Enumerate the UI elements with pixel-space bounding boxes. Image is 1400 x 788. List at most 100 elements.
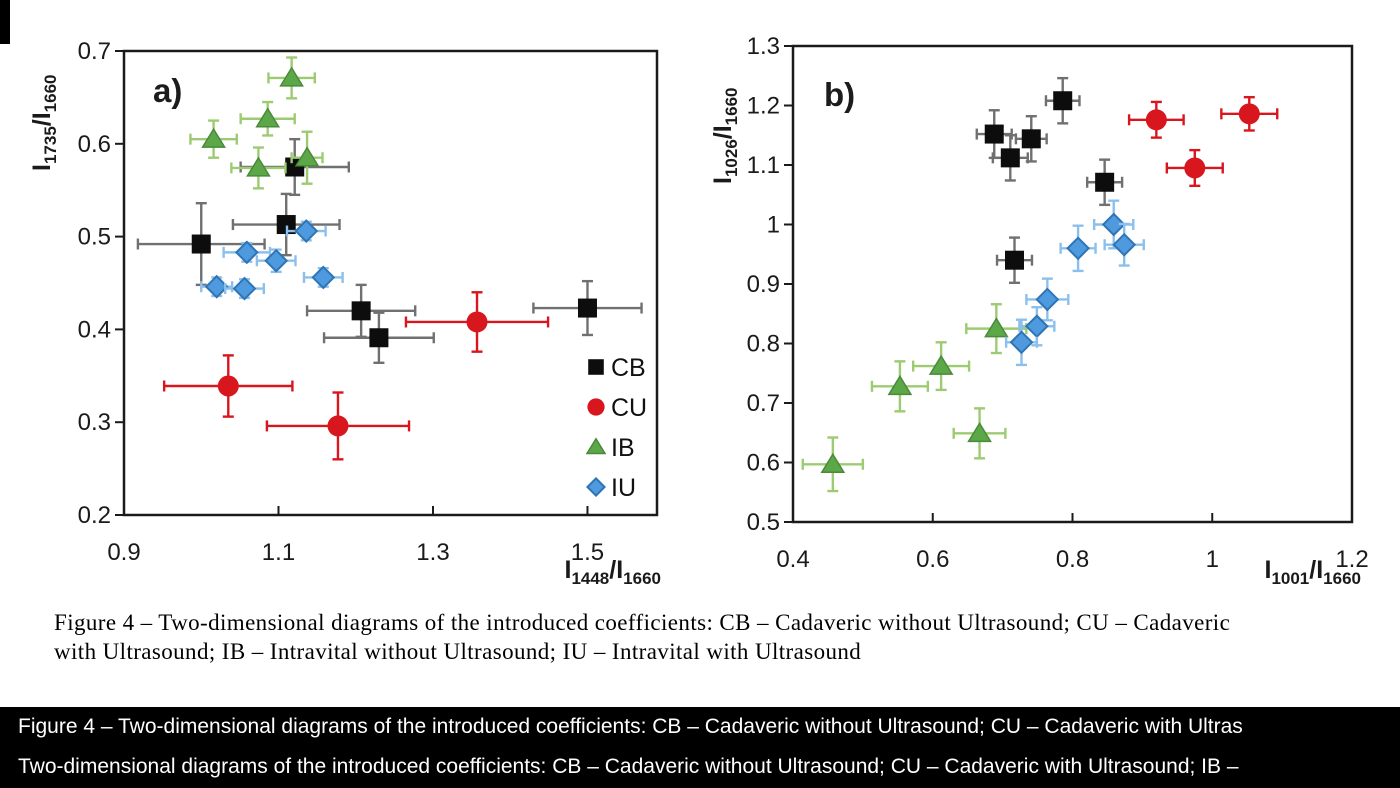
IB-data-point bbox=[801, 436, 865, 493]
overlay-bar-line-2: Two-dimensional diagrams of the introduc… bbox=[18, 755, 1239, 778]
x-axis-label-b: I1001/I1660 bbox=[1264, 556, 1361, 588]
IB-data-point bbox=[965, 303, 1028, 355]
y-tick-label: 0.3 bbox=[78, 409, 111, 436]
x-tick-label: 1.5 bbox=[571, 539, 604, 566]
plot-a-frame bbox=[122, 49, 659, 517]
IB-data-point bbox=[870, 360, 930, 413]
CU-circle-marker bbox=[1145, 109, 1167, 131]
x-tick-label: 1.3 bbox=[416, 539, 449, 566]
x-tick-label: 1.2 bbox=[1335, 546, 1368, 573]
IU-data-point bbox=[222, 240, 272, 265]
x-tick-label: 0.6 bbox=[916, 546, 949, 573]
y-tick-label: 0.8 bbox=[747, 331, 780, 358]
legend: CB CU IB IU bbox=[585, 354, 647, 502]
y-tick-label: 1 bbox=[767, 212, 780, 239]
CU-data-point bbox=[162, 354, 294, 418]
legend-label-CB: CB bbox=[611, 354, 646, 382]
x-tick-label: 1 bbox=[1206, 546, 1219, 573]
IB-triangle-marker bbox=[294, 146, 320, 167]
CB-data-point bbox=[991, 134, 1029, 182]
IU-diamond-marker bbox=[1035, 287, 1060, 312]
legend-label-CU: CU bbox=[611, 394, 647, 422]
IB-triangle-marker bbox=[887, 374, 913, 396]
IU-diamond-marker bbox=[232, 276, 257, 301]
IU-diamond-marker bbox=[294, 219, 319, 243]
CB-square-marker bbox=[276, 215, 296, 235]
CU-legend-circle-marker bbox=[587, 398, 605, 416]
y-axis-label-a: I1735/I1660 bbox=[28, 74, 60, 171]
IB-data-point bbox=[952, 407, 1007, 460]
CB-square-marker bbox=[1095, 172, 1115, 192]
CB-square-marker bbox=[984, 124, 1004, 144]
CB-data-point bbox=[1014, 115, 1048, 163]
CU-data-point bbox=[1220, 95, 1279, 132]
IU-diamond-marker bbox=[234, 240, 259, 265]
IU-diamond-marker bbox=[204, 274, 229, 299]
plot-b: 0.4 0.6 0.8 1 1.2 0.5 0.6 0.7 0.8 0.9 1 1.1 1.2 1.3 b)… bbox=[709, 33, 1369, 588]
y-tick-label: 0.6 bbox=[78, 131, 111, 158]
CB-data-point bbox=[322, 311, 435, 365]
IB-data-point bbox=[290, 130, 324, 185]
series-IU bbox=[1004, 199, 1145, 367]
x-tick-label: 0.4 bbox=[776, 546, 809, 573]
CB-data-point bbox=[1044, 76, 1081, 125]
IB-triangle-marker bbox=[820, 452, 846, 474]
IU-diamond-marker bbox=[1009, 330, 1034, 355]
IU-data-point bbox=[1025, 277, 1070, 322]
CB-square-marker bbox=[1021, 129, 1041, 149]
y-tick-label: 0.5 bbox=[747, 509, 780, 536]
y-tick-label: 0.7 bbox=[747, 390, 780, 417]
x-axis-label-a: I1448/I1660 bbox=[564, 556, 661, 588]
IU-diamond-marker bbox=[1066, 236, 1091, 261]
IB-data-point bbox=[267, 56, 316, 100]
y-tick-label: 0.4 bbox=[78, 316, 111, 343]
IU-diamond-marker bbox=[311, 265, 336, 290]
y-tick-label: 0.7 bbox=[78, 38, 111, 65]
CB-square-marker bbox=[1000, 148, 1020, 168]
IB-triangle-marker bbox=[255, 107, 281, 128]
IB-data-point bbox=[239, 100, 296, 137]
CB-square-marker bbox=[1053, 91, 1073, 111]
IB-triangle-marker bbox=[967, 421, 992, 443]
charts-canvas: 0.9 1.1 1.3 1.5 0.2 0.3 0.4 0.5 0.6 0.7 a) I1448/I1… bbox=[28, 33, 1369, 588]
CU-circle-marker bbox=[217, 375, 239, 397]
series-IB bbox=[189, 56, 324, 190]
CU-data-point bbox=[1127, 100, 1185, 139]
y-tick-label: 0.2 bbox=[78, 502, 111, 529]
IB-triangle-marker bbox=[928, 354, 954, 375]
legend-item-CU: CU bbox=[587, 394, 647, 422]
y-tick-label: 1.2 bbox=[747, 93, 780, 120]
panel-label-b: b) bbox=[824, 76, 855, 113]
IB-data-point bbox=[911, 341, 971, 392]
IB-triangle-marker bbox=[983, 317, 1009, 338]
x-tick-label: 0.8 bbox=[1056, 546, 1089, 573]
IB-triangle-marker bbox=[279, 66, 304, 87]
series-IU bbox=[200, 219, 344, 301]
CU-circle-marker bbox=[327, 415, 349, 437]
IU-data-point bbox=[302, 265, 344, 290]
IU-legend-diamond-marker bbox=[585, 476, 607, 498]
series-CU bbox=[162, 291, 550, 461]
IB-legend-triangle-marker bbox=[585, 437, 607, 455]
legend-item-IB: IB bbox=[585, 434, 635, 462]
IU-diamond-marker bbox=[1112, 232, 1137, 257]
CB-data-point bbox=[305, 283, 417, 339]
y-tick-label: 1.1 bbox=[747, 152, 780, 179]
figure-caption-line-2: with Ultrasound; IB – Intravital without… bbox=[54, 639, 862, 664]
legend-label-IB: IB bbox=[611, 434, 635, 462]
CB-square-marker bbox=[1005, 250, 1025, 270]
CB-square-marker bbox=[351, 301, 371, 321]
CU-circle-marker bbox=[466, 311, 488, 333]
figure-caption-line-1: Figure 4 – Two-dimensional diagrams of t… bbox=[54, 610, 1231, 635]
screen-edge-artifact bbox=[0, 0, 10, 44]
CB-legend-square-marker bbox=[588, 359, 604, 375]
legend-label-IU: IU bbox=[611, 474, 636, 502]
CB-data-point bbox=[1085, 158, 1124, 207]
y-tick-label: 0.9 bbox=[747, 271, 780, 298]
CB-data-point bbox=[532, 279, 643, 337]
IU-diamond-marker bbox=[264, 248, 289, 273]
IU-diamond-marker bbox=[1101, 212, 1126, 237]
caption-overlay-bar: Figure 4 – Two-dimensional diagrams of t… bbox=[0, 707, 1400, 788]
IU-data-point bbox=[223, 276, 266, 301]
